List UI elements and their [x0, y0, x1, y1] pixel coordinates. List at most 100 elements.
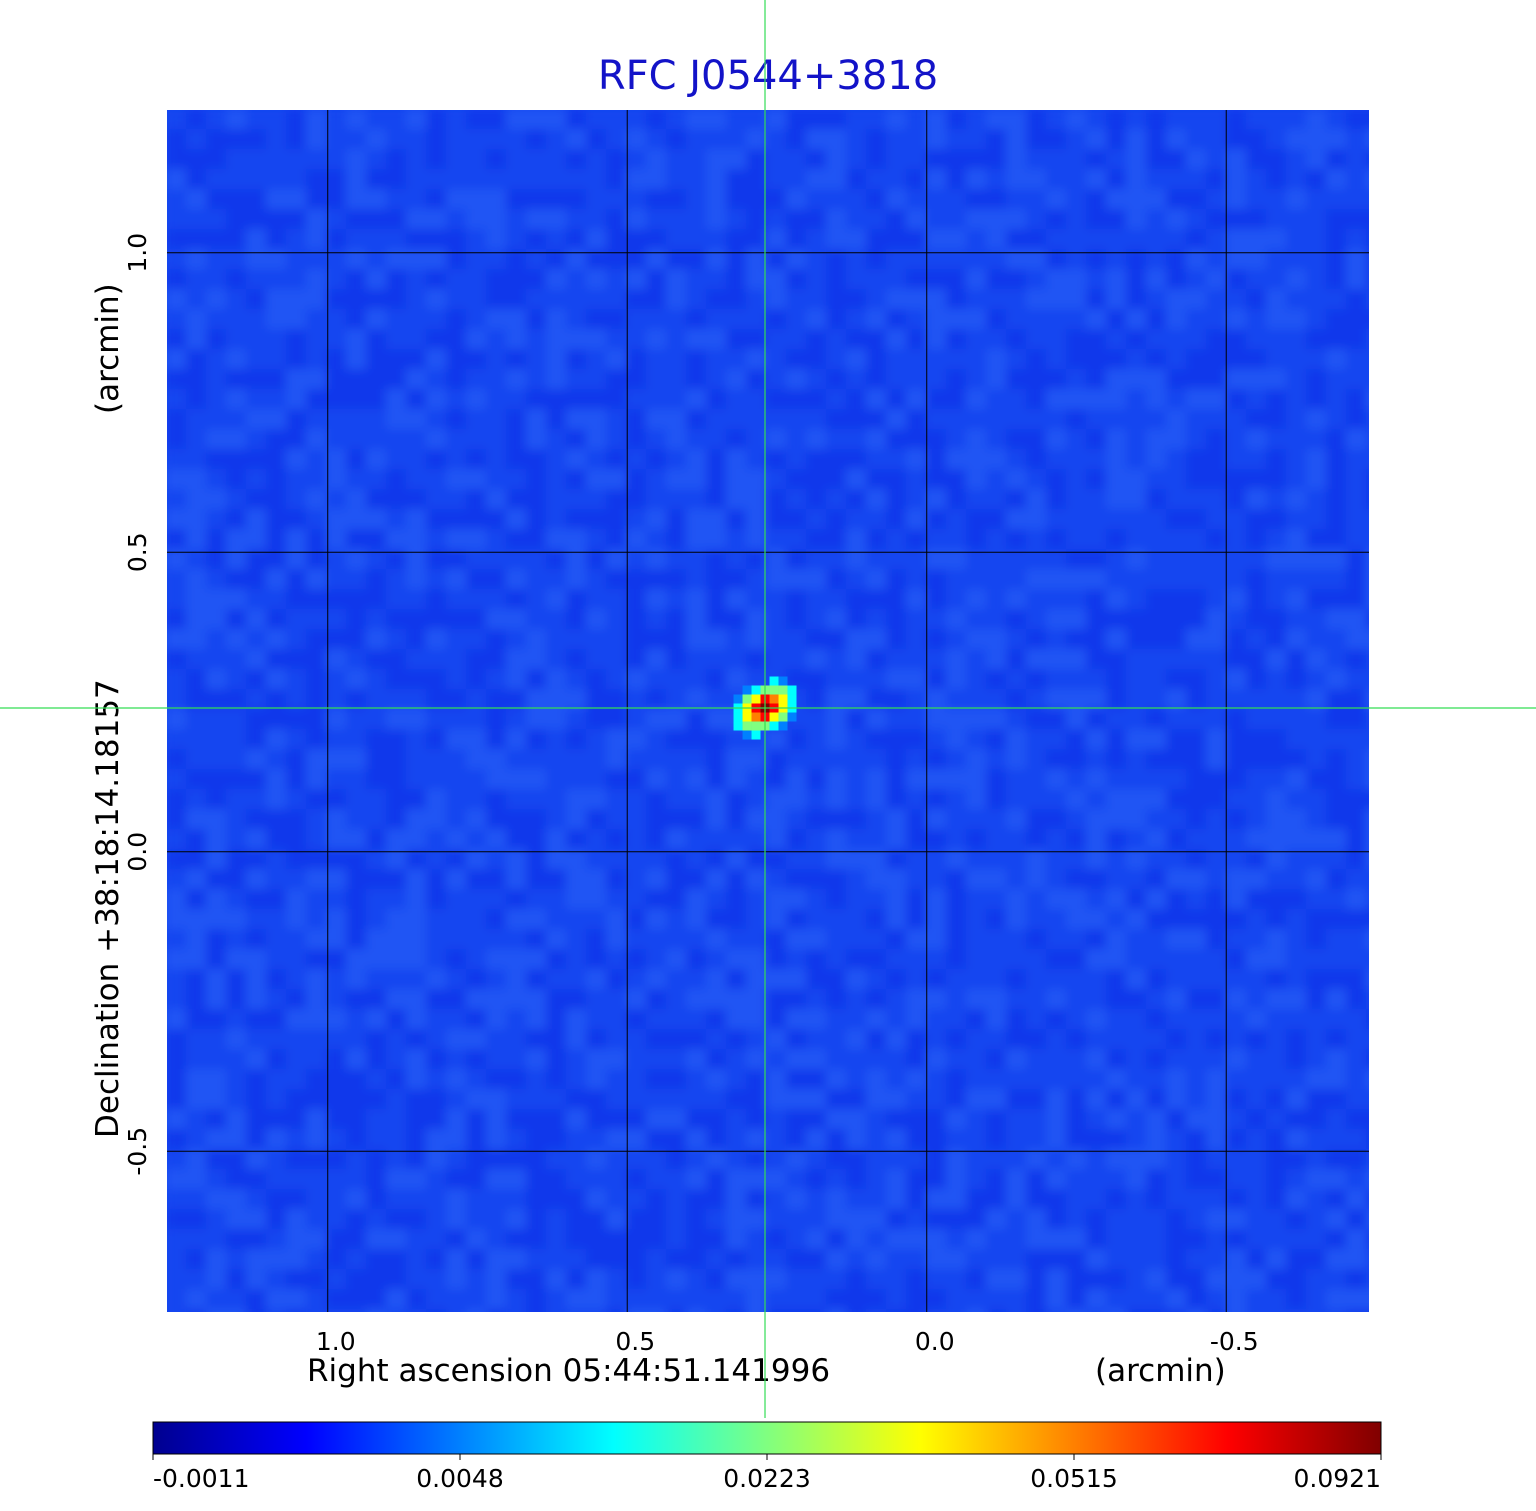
noise-cell [1366, 609, 1370, 629]
noise-cell [1046, 1289, 1066, 1309]
noise-cell [866, 1229, 886, 1249]
noise-cell [966, 269, 986, 289]
noise-cell [1246, 1009, 1266, 1029]
noise-cell [846, 149, 866, 169]
noise-cell [1266, 1189, 1286, 1209]
noise-cell [726, 269, 746, 289]
noise-cell [526, 629, 546, 649]
noise-cell [726, 189, 746, 209]
noise-cell [1126, 1009, 1146, 1029]
noise-cell [626, 1009, 646, 1029]
noise-cell [546, 889, 566, 909]
noise-cell [506, 969, 526, 989]
noise-cell [326, 1229, 346, 1249]
noise-cell [666, 249, 686, 269]
noise-cell [246, 309, 266, 329]
noise-cell [266, 769, 286, 789]
noise-cell [1306, 109, 1326, 129]
noise-cell [826, 889, 846, 909]
noise-cell [1306, 409, 1326, 429]
noise-cell [206, 729, 226, 749]
noise-cell [966, 1049, 986, 1069]
noise-cell [1146, 469, 1166, 489]
noise-cell [386, 249, 406, 269]
noise-cell [1066, 829, 1086, 849]
noise-cell [466, 789, 486, 809]
noise-cell [566, 329, 586, 349]
noise-cell [1186, 949, 1206, 969]
noise-cell [546, 769, 566, 789]
noise-cell [346, 929, 366, 949]
noise-cell [986, 969, 1006, 989]
noise-cell [426, 1029, 446, 1049]
noise-cell [706, 1169, 726, 1189]
noise-cell [486, 669, 506, 689]
noise-cell [426, 1129, 446, 1149]
noise-cell [1026, 769, 1046, 789]
noise-cell [1006, 549, 1026, 569]
noise-cell [966, 609, 986, 629]
noise-cell [186, 349, 206, 369]
noise-cell [766, 209, 786, 229]
noise-cell [1006, 1289, 1026, 1309]
noise-cell [486, 1269, 506, 1289]
noise-cell [566, 689, 586, 709]
noise-cell [666, 949, 686, 969]
noise-cell [806, 1209, 826, 1229]
noise-cell [726, 1049, 746, 1069]
noise-cell [1066, 469, 1086, 489]
noise-cell [386, 989, 406, 1009]
noise-cell [1066, 1229, 1086, 1249]
noise-cell [1166, 829, 1186, 849]
noise-cell [646, 1049, 666, 1069]
noise-cell [626, 949, 646, 969]
noise-texture [166, 109, 1370, 1313]
noise-cell [846, 1009, 866, 1029]
noise-cell [646, 969, 666, 989]
noise-cell [926, 1169, 946, 1189]
noise-cell [1326, 1289, 1346, 1309]
noise-cell [426, 509, 446, 529]
noise-cell [1246, 509, 1266, 529]
noise-cell [1266, 569, 1286, 589]
noise-cell [386, 129, 406, 149]
noise-cell [866, 389, 886, 409]
noise-cell [1306, 169, 1326, 189]
noise-cell [1106, 869, 1126, 889]
noise-cell [626, 409, 646, 429]
noise-cell [1186, 289, 1206, 309]
noise-cell [1066, 929, 1086, 949]
noise-cell [446, 529, 466, 549]
noise-cell [306, 589, 326, 609]
noise-cell [666, 489, 686, 509]
noise-cell [226, 569, 246, 589]
noise-cell [1166, 289, 1186, 309]
noise-cell [686, 589, 706, 609]
noise-cell [846, 769, 866, 789]
noise-cell [326, 1209, 346, 1229]
source-pixel [769, 676, 779, 686]
noise-cell [1366, 949, 1370, 969]
noise-cell [606, 1289, 626, 1309]
noise-cell [326, 129, 346, 149]
noise-cell [1046, 749, 1066, 769]
noise-cell [266, 489, 286, 509]
noise-cell [1346, 1029, 1366, 1049]
noise-cell [186, 1029, 206, 1049]
noise-cell [1186, 629, 1206, 649]
noise-cell [1186, 1229, 1206, 1249]
noise-cell [686, 109, 706, 129]
noise-cell [1346, 1209, 1366, 1229]
noise-cell [806, 909, 826, 929]
noise-cell [346, 1089, 366, 1109]
noise-cell [1086, 509, 1106, 529]
noise-cell [766, 1129, 786, 1149]
noise-cell [1086, 189, 1106, 209]
noise-cell [1006, 1269, 1026, 1289]
noise-cell [626, 669, 646, 689]
noise-cell [366, 609, 386, 629]
noise-cell [166, 569, 186, 589]
noise-cell [926, 189, 946, 209]
noise-cell [1366, 769, 1370, 789]
noise-cell [1126, 109, 1146, 129]
